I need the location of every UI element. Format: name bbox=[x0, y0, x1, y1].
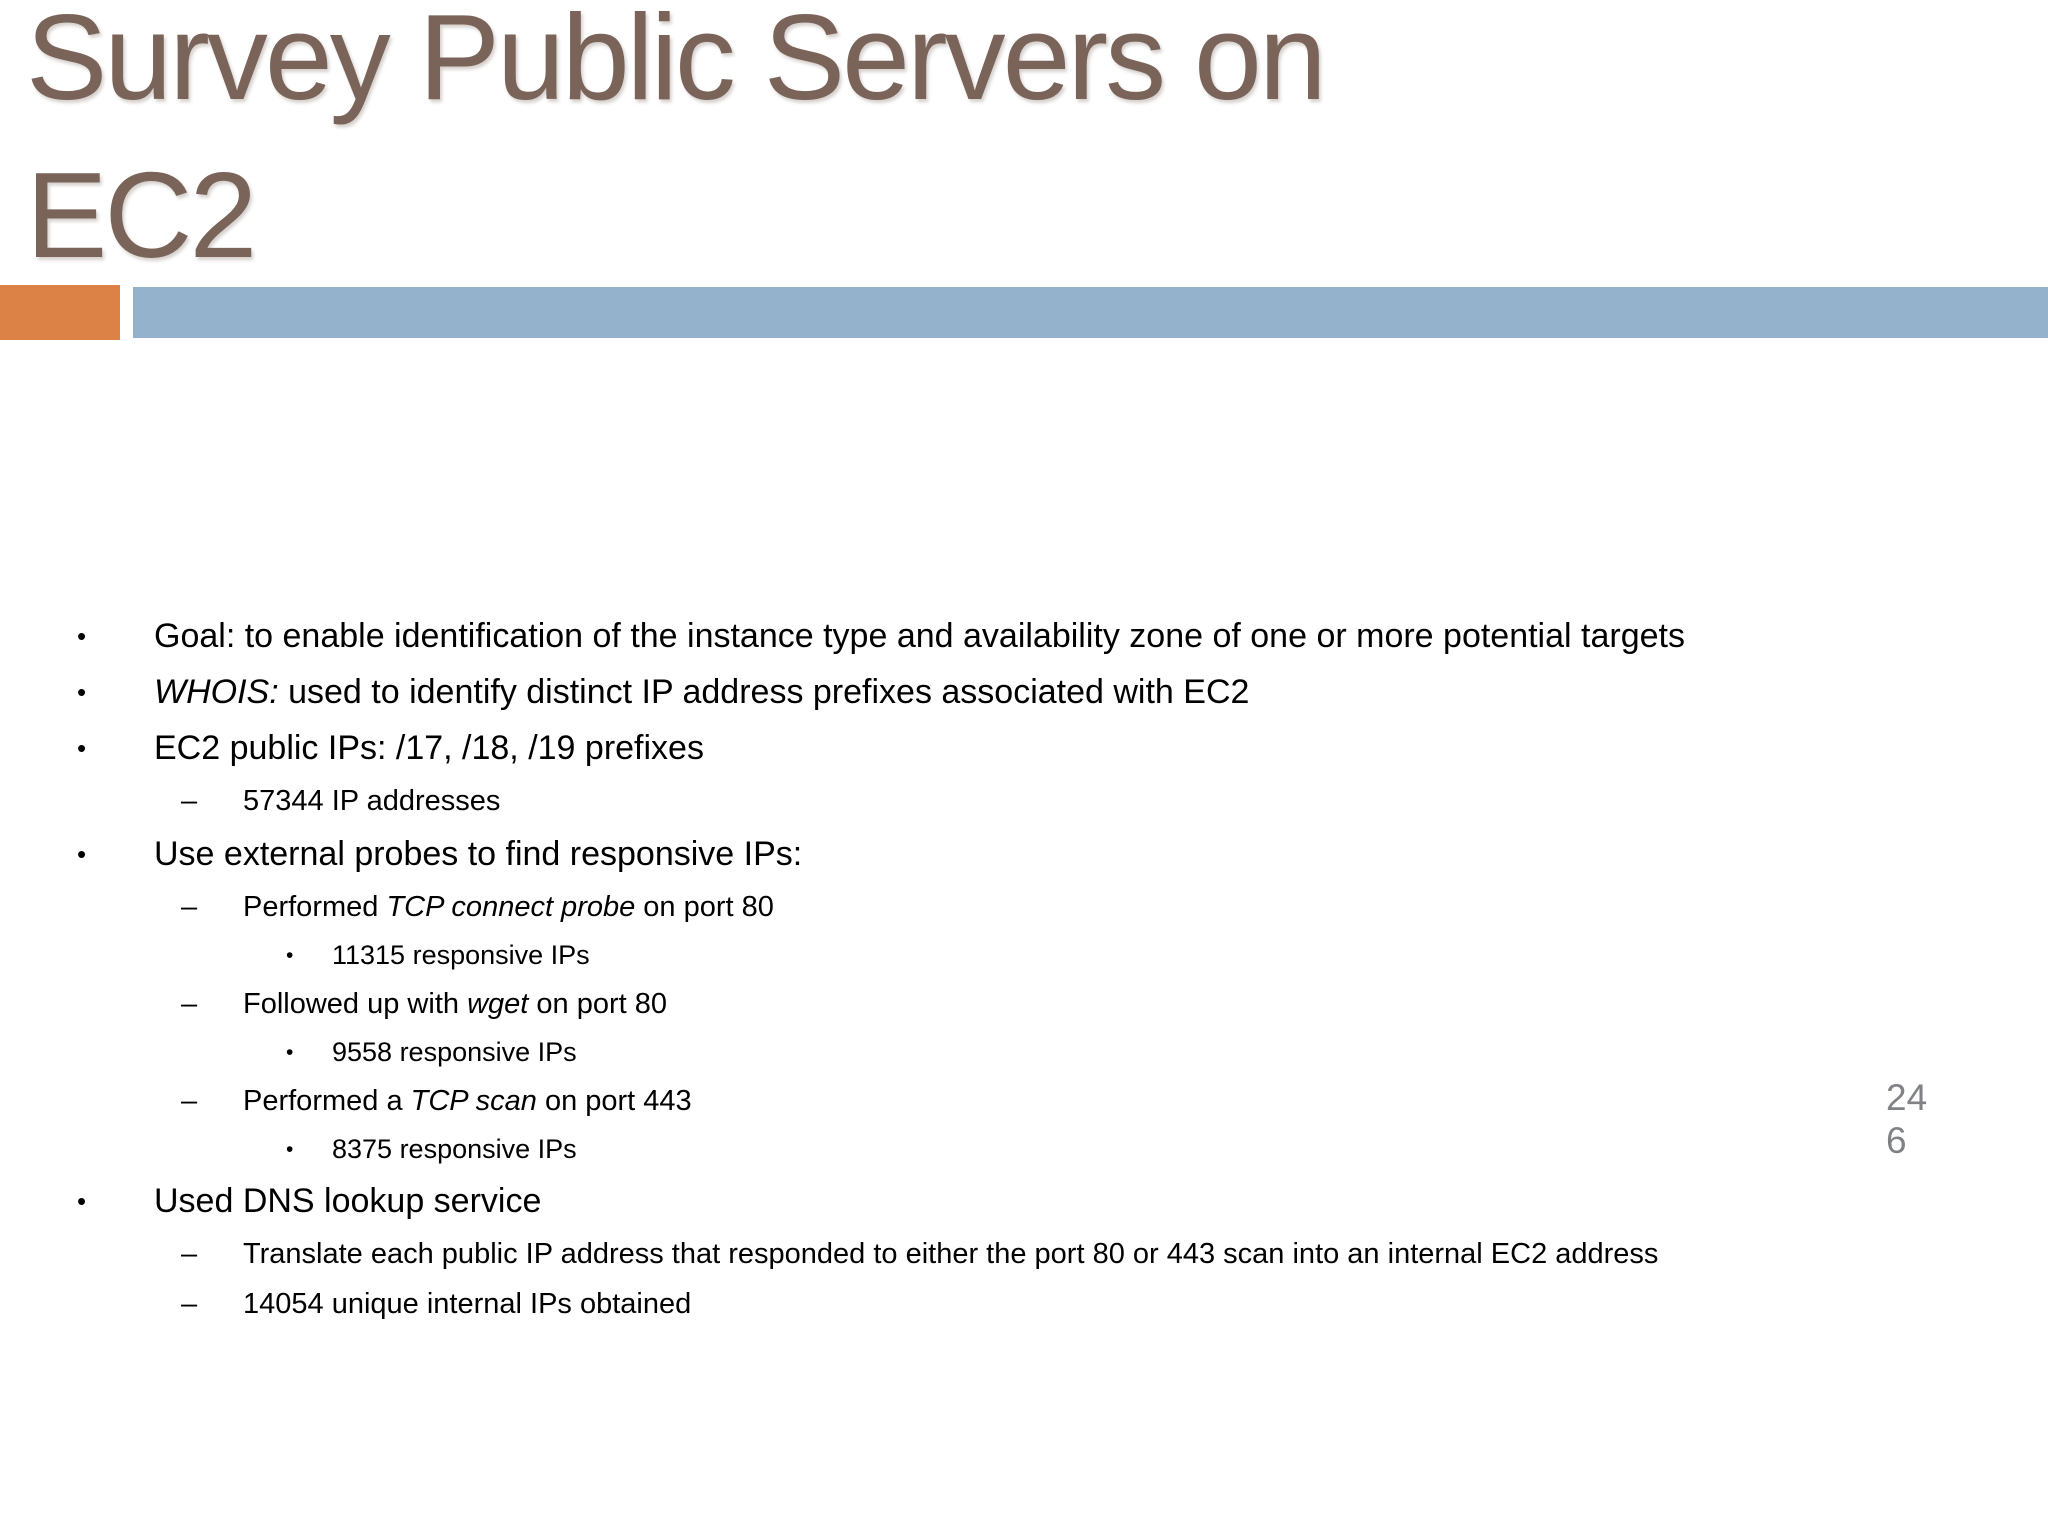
bullet-text: Goal: to enable identification of the in… bbox=[154, 617, 1685, 656]
bullet-text-run: 11315 responsive IPs bbox=[332, 940, 590, 970]
bullet-item-level-3: • 11315 responsive IPs bbox=[0, 932, 2048, 979]
bullet-text-italic-run: WHOIS: bbox=[154, 672, 279, 711]
bullet-text-run: Used DNS lookup service bbox=[154, 1181, 542, 1220]
bullet-item-level-2: – Translate each public IP address that r… bbox=[0, 1229, 2048, 1279]
dash-bullet-icon: – bbox=[181, 890, 198, 923]
page-number-line-1: 24 bbox=[1886, 1077, 1928, 1118]
bullet-text-run: on port 443 bbox=[536, 1084, 692, 1117]
bullet-text: Followed up with wget on port 80 bbox=[243, 988, 667, 1021]
dot-bullet-icon: • bbox=[77, 676, 87, 707]
bullet-text-run: on port 80 bbox=[528, 987, 667, 1020]
bullet-text-run: Translate each public IP address that re… bbox=[243, 1237, 1659, 1270]
bullet-item-level-2: – 57344 IP addresses bbox=[0, 776, 2048, 826]
bullet-item-level-2: – Performed a TCP scan on port 443 bbox=[0, 1076, 2048, 1126]
bullet-text-italic-run: TCP scan bbox=[410, 1084, 537, 1117]
bullet-text-italic-run: wget bbox=[467, 987, 529, 1020]
bullet-list: • Goal: to enable identification of the i… bbox=[0, 608, 2048, 1329]
header-accent-blue-bar bbox=[133, 287, 2048, 338]
dot-bullet-icon: • bbox=[77, 838, 87, 869]
bullet-text-run: Use external probes to find responsive I… bbox=[154, 834, 803, 873]
dot-bullet-icon: • bbox=[77, 1185, 87, 1216]
bullet-text-run: Performed a bbox=[243, 1084, 411, 1117]
bullet-item-level-3: • 9558 responsive IPs bbox=[0, 1029, 2048, 1076]
bullet-text-run: EC2 public IPs: /17, /18, /19 prefixes bbox=[154, 728, 704, 767]
dot-bullet-icon: • bbox=[77, 732, 87, 763]
slide-title-line-2: EC2 bbox=[26, 147, 257, 283]
bullet-text-run: 14054 unique internal IPs obtained bbox=[243, 1287, 692, 1320]
bullet-item-level-2: – Performed TCP connect probe on port 80 bbox=[0, 882, 2048, 932]
bullet-text: 14054 unique internal IPs obtained bbox=[243, 1288, 691, 1321]
bullet-item-level-1: • Use external probes to find responsive … bbox=[0, 826, 2048, 882]
bullet-text-run: Goal: to enable identification of the in… bbox=[154, 616, 1685, 655]
bullet-text: Translate each public IP address that re… bbox=[243, 1238, 1658, 1271]
bullet-text: Use external probes to find responsive I… bbox=[154, 835, 802, 874]
page-number-line-2: 6 bbox=[1886, 1120, 1907, 1161]
bullet-text: 9558 responsive IPs bbox=[332, 1037, 577, 1068]
bullet-item-level-1: • EC2 public IPs: /17, /18, /19 prefixes bbox=[0, 720, 2048, 776]
bullet-text: WHOIS: used to identify distinct IP addr… bbox=[154, 673, 1249, 712]
dash-bullet-icon: – bbox=[181, 784, 198, 817]
bullet-item-level-1: • WHOIS: used to identify distinct IP add… bbox=[0, 664, 2048, 720]
bullet-item-level-3: • 8375 responsive IPs bbox=[0, 1126, 2048, 1173]
bullet-text: Performed a TCP scan on port 443 bbox=[243, 1085, 692, 1118]
bullet-text-run: Followed up with bbox=[243, 987, 468, 1020]
bullet-text: 57344 IP addresses bbox=[243, 785, 500, 818]
bullet-item-level-1: • Goal: to enable identification of the i… bbox=[0, 608, 2048, 664]
bullet-item-level-2: – 14054 unique internal IPs obtained bbox=[0, 1279, 2048, 1329]
bullet-text-run: Performed bbox=[243, 890, 387, 923]
dot-bullet-icon: • bbox=[77, 620, 87, 651]
bullet-text: Used DNS lookup service bbox=[154, 1182, 541, 1221]
bullet-text-run: 57344 IP addresses bbox=[243, 784, 501, 817]
dash-bullet-icon: – bbox=[181, 1237, 198, 1270]
header-accent-orange-square bbox=[0, 285, 120, 340]
slide-title-line-1: Survey Public Servers on bbox=[26, 0, 1327, 125]
bullet-text-run: used to identify distinct IP address pre… bbox=[278, 672, 1250, 711]
bullet-text-run: on port 80 bbox=[635, 890, 774, 923]
bullet-text-italic-run: TCP connect probe bbox=[386, 890, 636, 923]
dot-bullet-icon: • bbox=[286, 943, 294, 967]
bullet-text: 8375 responsive IPs bbox=[332, 1134, 577, 1165]
bullet-text-run: 8375 responsive IPs bbox=[332, 1134, 577, 1164]
page-number: 24 6 bbox=[1886, 1076, 1927, 1162]
dot-bullet-icon: • bbox=[286, 1137, 294, 1161]
slide-title: Survey Public Servers on EC2 bbox=[26, 0, 1327, 294]
bullet-item-level-2: – Followed up with wget on port 80 bbox=[0, 979, 2048, 1029]
bullet-text-run: 9558 responsive IPs bbox=[332, 1037, 577, 1067]
bullet-text: Performed TCP connect probe on port 80 bbox=[243, 891, 774, 924]
dash-bullet-icon: – bbox=[181, 1287, 198, 1320]
dash-bullet-icon: – bbox=[181, 1084, 198, 1117]
dot-bullet-icon: • bbox=[286, 1040, 294, 1064]
bullet-text: 11315 responsive IPs bbox=[332, 940, 590, 971]
dash-bullet-icon: – bbox=[181, 987, 198, 1020]
bullet-text: EC2 public IPs: /17, /18, /19 prefixes bbox=[154, 729, 704, 768]
bullet-item-level-1: • Used DNS lookup service bbox=[0, 1173, 2048, 1229]
